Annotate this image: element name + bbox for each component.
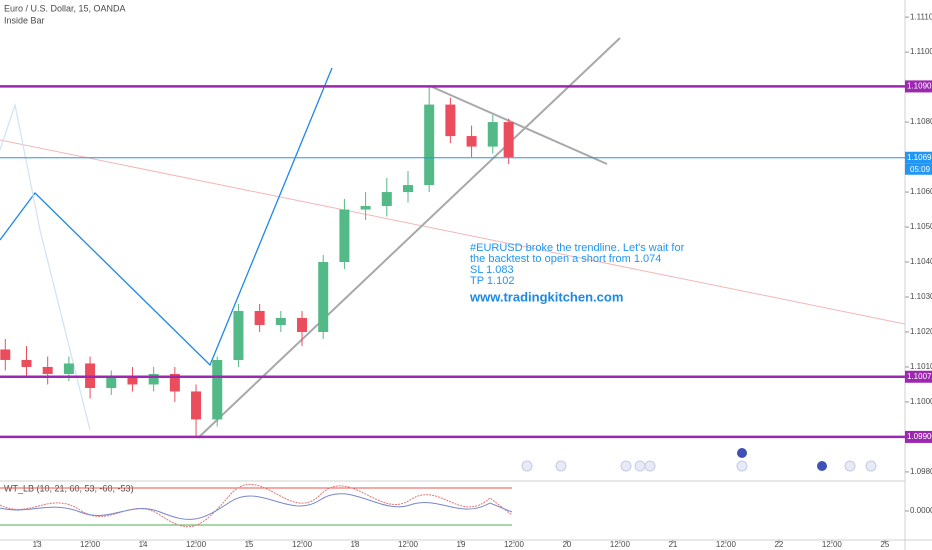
x-tick-label: 25 (880, 540, 889, 549)
candle-body (0, 349, 11, 360)
level-label: 1.10072 (907, 372, 932, 381)
annotation: SL 1.083 (470, 264, 514, 276)
x-tick-label: 12:00 (610, 540, 631, 549)
level-label: 1.10902 (907, 82, 932, 91)
y-tick-label: 1.10200 (910, 327, 932, 336)
level-label: 1.10698 (907, 153, 932, 162)
annotation: TP 1.102 (470, 275, 514, 287)
website-link[interactable]: www.tradingkitchen.com (469, 289, 623, 304)
y-tick-label: 1.10800 (910, 117, 932, 126)
candle-body (503, 122, 514, 158)
x-tick-label: 19 (457, 540, 466, 549)
rising-trendline (197, 37, 621, 439)
candle-body (445, 104, 456, 137)
faint-drawing (0, 102, 91, 431)
x-tick-label: 21 (668, 540, 677, 549)
countdown: 05:09 (910, 165, 931, 174)
indicator-line (0, 483, 513, 528)
x-tick-label: 15 (245, 540, 254, 549)
candle-body (254, 310, 265, 325)
long-trendline (0, 139, 906, 325)
candle-body (127, 377, 138, 385)
candle-body (402, 185, 413, 193)
indicator-tick-label: 0.00000 (910, 506, 932, 515)
candle-body (106, 377, 117, 388)
level-label-bg (905, 370, 932, 383)
candle-body (212, 359, 223, 420)
x-tick-label: 12:00 (398, 540, 419, 549)
x-tick-label: 18 (351, 540, 360, 549)
x-tick-label: 14 (139, 540, 148, 549)
candle-body (275, 317, 286, 325)
x-tick-label: 20 (562, 540, 571, 549)
level-label-bg (905, 430, 932, 443)
chart-subtitle: Inside Bar (4, 15, 45, 25)
candle-body (21, 359, 32, 367)
x-tick-label: 13 (33, 540, 42, 549)
falling-trendline (429, 85, 608, 165)
event-icons (521, 448, 877, 472)
x-tick-label: 12:00 (822, 540, 843, 549)
x-tick-label: 12:00 (186, 540, 207, 549)
candle-body (169, 373, 180, 392)
annotation: #EURUSD broke the trendline. Let's wait … (470, 242, 685, 254)
annotation: the backtest to open a short from 1.074 (470, 253, 661, 265)
candle-body (381, 192, 392, 207)
zigzag-drawing (0, 67, 333, 367)
candle-body (466, 136, 477, 147)
candle-body (148, 373, 159, 385)
candle-body (233, 310, 244, 360)
candle-body (63, 363, 74, 374)
y-tick-label: 1.11000 (910, 47, 932, 56)
candle-body (487, 122, 498, 147)
y-tick-label: 1.10000 (910, 397, 932, 406)
candle-body (318, 262, 329, 332)
x-tick-label: 12:00 (292, 540, 313, 549)
y-tick-label: 1.10100 (910, 362, 932, 371)
y-tick-label: 1.10600 (910, 187, 932, 196)
y-tick-label: 1.10500 (910, 222, 932, 231)
candle-body (297, 317, 308, 332)
y-tick-label: 1.10300 (910, 292, 932, 301)
indicator-signal (0, 493, 513, 520)
candle-body (424, 104, 435, 186)
y-tick-label: 1.09800 (910, 467, 932, 476)
x-tick-label: 12:00 (80, 540, 101, 549)
level-label-bg (905, 151, 932, 164)
candle-body (339, 209, 350, 263)
countdown-bg (905, 163, 932, 175)
y-tick-label: 1.11100 (910, 12, 932, 21)
x-tick-label: 12:00 (504, 540, 525, 549)
y-tick-label: 1.10400 (910, 257, 932, 266)
candle-body (360, 206, 371, 210)
candle-body (42, 366, 53, 374)
x-tick-label: 12:00 (716, 540, 737, 549)
chart-title: Euro / U.S. Dollar, 15, OANDA (4, 3, 126, 13)
x-tick-label: 22 (774, 540, 783, 549)
candle-body (191, 391, 202, 420)
level-label-bg (905, 80, 932, 93)
